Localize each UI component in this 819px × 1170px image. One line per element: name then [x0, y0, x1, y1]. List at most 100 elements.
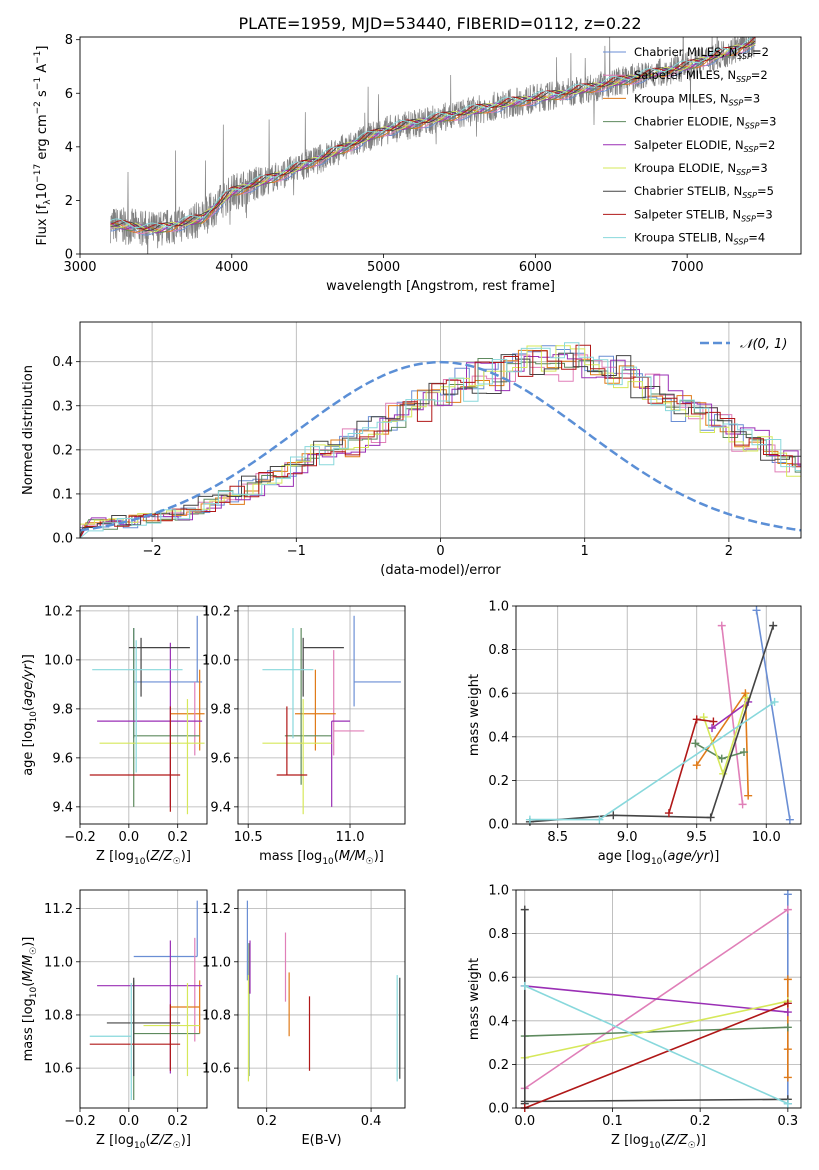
- spectrum-ytick-label: 8: [65, 33, 73, 48]
- age-vs-Z-errorbar-point: [128, 637, 190, 697]
- weight-vs-age-series-line: [529, 625, 774, 823]
- spectrum-model-line: [110, 40, 756, 231]
- weight-vs-age-ytick-label: 1.0: [488, 600, 509, 615]
- residuals-xtick-label: 1: [581, 544, 589, 559]
- spectrum-legend-label: Salpeter ELODIE, NSSP=2: [634, 138, 775, 154]
- weight-vs-Z-xtick-label: 0.3: [778, 1114, 799, 1129]
- weight-vs-age-marker: [664, 809, 673, 818]
- age-vs-Z-ytick-label: 10.0: [44, 653, 73, 668]
- weight-vs-Z-series-line: [524, 985, 788, 1013]
- age-vs-mass-errorbar-point: [331, 720, 351, 807]
- weight-vs-Z-marker: [783, 1045, 792, 1054]
- spectrum-ytick-label: 4: [65, 140, 73, 155]
- age-vs-Z-ytick-label: 9.4: [52, 800, 73, 815]
- mass-vs-Z-errorbar-point: [106, 977, 181, 1077]
- age-vs-mass-axes: 10.5 11.0 9.4 9.6 9.8 10.0 10.2: [202, 604, 405, 845]
- age-vs-mass-ytick-label: 9.4: [210, 800, 231, 815]
- weight-vs-age-marker: [709, 717, 718, 726]
- weight-vs-age-marker: [752, 606, 761, 615]
- mass-vs-Z-errorbar-point: [143, 983, 200, 1077]
- residuals-xtick-label: 0: [436, 544, 444, 559]
- spectrum-frame: [79, 36, 802, 255]
- weight-vs-age-marker: [706, 813, 715, 822]
- age-vs-Z-xlabel: Z [log10(Z/Z☉)]: [96, 849, 191, 867]
- age-vs-Z-errorbar-point: [92, 640, 183, 773]
- weight-vs-Z-frame: [515, 889, 802, 1109]
- weight-vs-age-marker: [744, 791, 753, 800]
- weight-vs-Z-marker: [783, 1008, 792, 1017]
- residuals-ytick-label: 0.3: [52, 399, 73, 414]
- age-vs-mass-errorbar-point: [262, 628, 314, 739]
- weight-vs-age-frame: [515, 605, 802, 825]
- spectrum-xtick-label: 5000: [367, 260, 400, 275]
- weight-vs-Z-marker: [783, 890, 792, 899]
- mass-vs-EBV-ytick-label: 11.2: [202, 902, 231, 917]
- weight-vs-Z-ytick-label: 0.0: [488, 1102, 509, 1117]
- weight-vs-age-ytick-label: 0.8: [488, 643, 509, 658]
- mass-vs-Z-ytick-label: 10.8: [44, 1008, 73, 1023]
- weight-vs-age-marker: [692, 715, 701, 724]
- weight-vs-age-series: [692, 689, 753, 800]
- spectrum-xlabel: wavelength [Angstrom, rest frame]: [326, 279, 555, 294]
- mass-vs-EBV-xtick-label: 0.2: [256, 1114, 277, 1129]
- age-vs-mass-errorbar-point: [333, 650, 365, 756]
- weight-vs-Z-marker: [783, 1073, 792, 1082]
- weight-vs-Z-series-line: [524, 985, 789, 1105]
- weight-vs-age-series: [752, 606, 794, 824]
- residuals-histogram-step: [80, 344, 801, 538]
- figure-title: PLATE=1959, MJD=53440, FIBERID=0112, z=0…: [238, 14, 641, 33]
- age-vs-Z-ylabel: age [log10(age/yr)]: [21, 654, 39, 776]
- weight-vs-age-marker: [770, 697, 779, 706]
- residuals-ytick-label: 0.1: [52, 487, 73, 502]
- spectrum-xtick-label: 3000: [63, 260, 96, 275]
- mass-vs-EBV-xtick-label: 0.4: [361, 1114, 382, 1129]
- age-vs-mass-xtick-label: 10.5: [234, 830, 263, 845]
- age-vs-Z-xtick-label: 0.0: [119, 830, 140, 845]
- spectrum-legend-label: Kroupa ELODIE, NSSP=3: [634, 161, 768, 177]
- mass-vs-EBV-xlabel: E(B-V): [301, 1133, 341, 1148]
- spectrum-legend-label: Salpeter STELIB, NSSP=3: [634, 207, 773, 223]
- weight-vs-age-ytick-label: 0.6: [488, 687, 509, 702]
- weight-vs-Z-xtick-label: 0.0: [514, 1114, 535, 1129]
- mass-vs-Z-errorbar-point: [89, 1004, 181, 1071]
- spectrum-data-line: [110, 37, 756, 254]
- spectrum-ylabel: Flux [fλ10−17 erg cm−2 s−1 A−1]: [33, 46, 53, 246]
- residuals-histogram-step: [80, 345, 801, 538]
- spectrum-model-line: [110, 37, 756, 230]
- weight-vs-age-xtick-label: 8.5: [547, 830, 568, 845]
- weight-vs-age-marker: [708, 724, 717, 733]
- weight-vs-age-xtick-label: 10.0: [752, 830, 781, 845]
- age-vs-Z-xtick-label: −0.2: [64, 830, 96, 845]
- mass-vs-Z-errorbar-point: [133, 900, 198, 958]
- weight-vs-age-marker: [741, 689, 750, 698]
- mass-vs-Z-frame: [79, 889, 208, 1109]
- weight-vs-age-series: [717, 621, 747, 809]
- weight-vs-age-marker: [738, 800, 747, 809]
- mass-vs-Z-xlabel: Z [log10(Z/Z☉)]: [96, 1133, 191, 1151]
- weight-vs-age-marker: [692, 761, 701, 770]
- weight-vs-age-marker: [717, 754, 726, 763]
- residuals-xtick-label: −2: [143, 544, 162, 559]
- weight-vs-age-marker: [595, 815, 604, 824]
- residuals-xlabel: (data-model)/error: [380, 563, 501, 578]
- age-vs-mass-errorbar-point: [262, 699, 332, 815]
- weight-vs-age-ytick-label: 0.0: [488, 818, 509, 833]
- age-vs-mass-errorbar-point: [276, 706, 308, 776]
- age-vs-mass-errorbar-point: [295, 669, 336, 751]
- residuals-xtick-label: −1: [287, 544, 306, 559]
- residuals-ytick-label: 0.4: [52, 355, 73, 370]
- weight-vs-age-ylabel: mass weight: [467, 674, 482, 756]
- residuals-legend-label: 𝒩(0, 1): [740, 337, 787, 352]
- spectrum-ytick-label: 6: [65, 87, 73, 102]
- age-vs-Z-errorbar-point: [133, 615, 203, 683]
- age-vs-Z-errorbar-point: [99, 699, 205, 815]
- weight-vs-Z-series: [520, 981, 792, 1108]
- spectrum-xtick-label: 6000: [519, 260, 552, 275]
- weight-vs-Z-marker: [520, 905, 529, 914]
- spectrum-legend-label: Chabrier ELODIE, NSSP=3: [634, 115, 776, 131]
- spectrum-legend-label: Salpeter MILES, NSSP=2: [634, 68, 768, 84]
- spectrum-legend-label: Kroupa STELIB, NSSP=4: [634, 231, 765, 247]
- residuals-gaussian-line: [79, 360, 802, 532]
- weight-vs-Z-ylabel: mass weight: [467, 958, 482, 1040]
